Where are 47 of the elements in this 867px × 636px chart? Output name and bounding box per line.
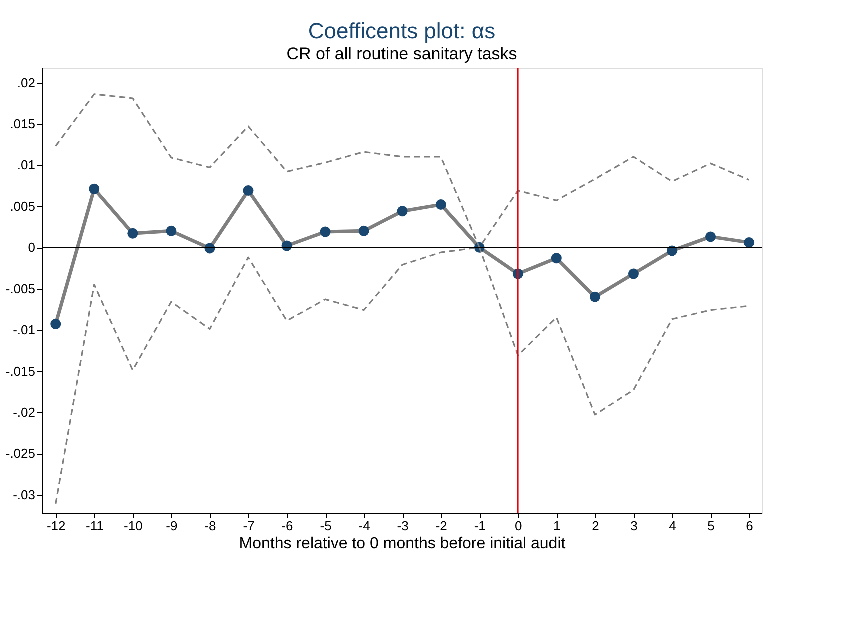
x-tick-label: -10 xyxy=(124,518,143,534)
y-tick-label: -.015 xyxy=(6,364,36,379)
x-axis-title: Months relative to 0 months before initial audit xyxy=(239,536,566,552)
x-tick-label: -8 xyxy=(204,518,216,534)
x-tick-label: -5 xyxy=(320,518,332,534)
y-tick-label: -.01 xyxy=(13,322,36,338)
x-tick-label: -2 xyxy=(436,518,448,534)
x-tick-label: 6 xyxy=(746,518,754,534)
x-tick-label: 5 xyxy=(708,518,715,534)
y-tick-label: .02 xyxy=(17,75,36,90)
x-tick-label: 2 xyxy=(592,518,600,534)
x-tick-label: -3 xyxy=(397,518,409,534)
point xyxy=(89,184,100,194)
x-tick-label: 1 xyxy=(554,518,561,534)
x-tick-label: 4 xyxy=(669,518,676,534)
point xyxy=(551,253,562,264)
y-tick-label: .01 xyxy=(17,158,36,173)
point xyxy=(397,206,408,217)
y-tick-label: .005 xyxy=(10,198,36,214)
x-tick-label: -9 xyxy=(166,518,178,534)
x-tick-label: -4 xyxy=(358,518,370,534)
y-tick-label: .015 xyxy=(10,116,36,132)
point xyxy=(358,226,370,236)
y-tick-label: 0 xyxy=(28,240,36,256)
x-tick-label: 0 xyxy=(515,518,522,534)
point xyxy=(320,226,331,238)
point xyxy=(166,226,177,236)
chart-subtitle: CR of all routine sanitary tasks xyxy=(286,44,518,64)
point xyxy=(128,228,138,239)
x-tick-label: -12 xyxy=(46,518,66,534)
x-tick-label: 3 xyxy=(630,518,638,534)
y-tick-label: -.02 xyxy=(13,404,36,420)
point xyxy=(243,186,254,196)
point xyxy=(706,232,716,242)
point xyxy=(436,200,446,210)
x-tick-label: -11 xyxy=(86,518,104,534)
point xyxy=(744,237,755,248)
x-tick-label: -7 xyxy=(243,518,255,534)
point xyxy=(590,292,600,302)
point xyxy=(50,319,62,330)
x-tick-label: -6 xyxy=(282,518,294,534)
y-tick-label: -.03 xyxy=(13,487,36,502)
y-tick-label: -.005 xyxy=(6,281,36,296)
y-tick-label: -.025 xyxy=(6,446,36,462)
chart-title: Coefficents plot: αs xyxy=(308,18,496,44)
point xyxy=(628,268,639,280)
x-tick-label: -1 xyxy=(474,518,486,534)
